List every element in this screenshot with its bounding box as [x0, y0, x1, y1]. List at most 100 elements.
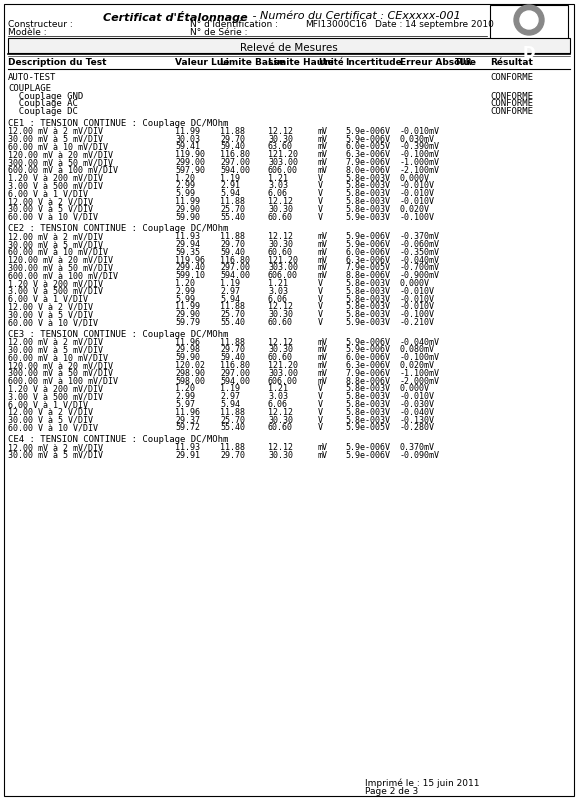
Text: 606.00: 606.00 [268, 166, 298, 175]
Text: 298.90: 298.90 [175, 369, 205, 378]
Text: -0.040mV: -0.040mV [400, 256, 440, 265]
Text: mV: mV [318, 158, 328, 167]
Text: -0.100mV: -0.100mV [400, 150, 440, 159]
Text: 30.30: 30.30 [268, 451, 293, 460]
Text: V: V [318, 205, 323, 214]
Text: 5.8e-003V: 5.8e-003V [345, 302, 390, 311]
Text: -0.370mV: -0.370mV [400, 232, 440, 242]
Text: 116.80: 116.80 [220, 256, 250, 265]
Text: -0.010mV: -0.010mV [400, 126, 440, 136]
Text: 30.30: 30.30 [268, 310, 293, 319]
Text: 5.9e-006V: 5.9e-006V [345, 346, 390, 354]
Text: 29.37: 29.37 [175, 416, 200, 425]
Text: 5.8e-003V: 5.8e-003V [345, 392, 390, 402]
Text: 121.20: 121.20 [268, 150, 298, 159]
Text: mV: mV [318, 271, 328, 280]
Text: Incertitude: Incertitude [345, 58, 402, 67]
Text: 29.98: 29.98 [175, 346, 200, 354]
Text: 6.00 V à 1 V/DIV: 6.00 V à 1 V/DIV [8, 294, 88, 304]
Text: mV: mV [318, 361, 328, 370]
Text: 29.70: 29.70 [220, 240, 245, 249]
Text: CONFORME: CONFORME [490, 92, 533, 101]
Text: 12.00 mV à 2 mV/DIV: 12.00 mV à 2 mV/DIV [8, 232, 103, 242]
Text: 5.8e-003V: 5.8e-003V [345, 408, 390, 417]
Text: -0.040V: -0.040V [400, 408, 435, 417]
Text: 119.90: 119.90 [175, 150, 205, 159]
Text: CE4 : TENSION CONTINUE : Couplage DC/MOhm: CE4 : TENSION CONTINUE : Couplage DC/MOh… [8, 435, 228, 444]
Text: 60.00 V à 10 V/DIV: 60.00 V à 10 V/DIV [8, 423, 98, 433]
Text: mV: mV [318, 369, 328, 378]
Text: Constructeur :: Constructeur : [8, 20, 73, 29]
Text: -0.010V: -0.010V [400, 182, 435, 190]
Text: -0.010V: -0.010V [400, 294, 435, 304]
Text: 606.00: 606.00 [268, 271, 298, 280]
Text: mV: mV [318, 338, 328, 346]
Circle shape [514, 5, 544, 35]
Text: -1.100mV: -1.100mV [400, 369, 440, 378]
Text: mV: mV [318, 232, 328, 242]
Text: -0.010V: -0.010V [400, 302, 435, 311]
Text: 12.00 V à 2 V/DIV: 12.00 V à 2 V/DIV [8, 408, 93, 417]
Text: 60.00 V à 10 V/DIV: 60.00 V à 10 V/DIV [8, 318, 98, 327]
Text: 0.370mV: 0.370mV [400, 443, 435, 452]
Text: 2.99: 2.99 [175, 182, 195, 190]
Text: -0.900mV: -0.900mV [400, 271, 440, 280]
Text: 29.70: 29.70 [220, 134, 245, 144]
Text: mV: mV [318, 240, 328, 249]
Text: V: V [318, 197, 323, 206]
Text: V: V [318, 294, 323, 304]
Text: CONFORME: CONFORME [490, 99, 533, 108]
Bar [490, 5, 568, 53]
Text: 600.00 mV à 100 mV/DIV: 600.00 mV à 100 mV/DIV [8, 166, 118, 175]
Text: 1.20: 1.20 [175, 174, 195, 182]
Text: 598.00: 598.00 [175, 377, 205, 386]
Bar [490, 38, 568, 53]
Text: 12.12: 12.12 [268, 338, 293, 346]
Text: 11.93: 11.93 [175, 232, 200, 242]
Text: 6.0e-006V: 6.0e-006V [345, 354, 390, 362]
Text: Limite Basse: Limite Basse [220, 58, 285, 67]
Text: V: V [318, 423, 323, 433]
Text: 55.40: 55.40 [220, 318, 245, 327]
Text: 60.00 mV à 10 mV/DIV: 60.00 mV à 10 mV/DIV [8, 248, 108, 257]
Text: 60.60: 60.60 [268, 248, 293, 257]
Text: 5.94: 5.94 [220, 190, 240, 198]
Text: 12.12: 12.12 [268, 197, 293, 206]
Text: 120.02: 120.02 [175, 361, 205, 370]
Text: 11.99: 11.99 [175, 197, 200, 206]
Text: CE3 : TENSION CONTINUE : Couplage DC/MOhm: CE3 : TENSION CONTINUE : Couplage DC/MOh… [8, 330, 228, 339]
Text: 120.00 mV à 20 mV/DIV: 120.00 mV à 20 mV/DIV [8, 256, 113, 265]
Text: 3.00 V à 500 mV/DIV: 3.00 V à 500 mV/DIV [8, 182, 103, 190]
Text: Relevé de Mesures: Relevé de Mesures [240, 43, 338, 53]
Text: -0.280V: -0.280V [400, 423, 435, 433]
Text: 1.19: 1.19 [220, 385, 240, 394]
Text: 5.9e-006V: 5.9e-006V [345, 338, 390, 346]
Text: -0.100V: -0.100V [400, 310, 435, 319]
Text: 5.8e-003V: 5.8e-003V [345, 416, 390, 425]
Text: 5.9e-006V: 5.9e-006V [345, 126, 390, 136]
Text: 8.8e-006V: 8.8e-006V [345, 271, 390, 280]
Text: 11.96: 11.96 [175, 338, 200, 346]
Text: 59.35: 59.35 [175, 248, 200, 257]
Text: 5.8e-003V: 5.8e-003V [345, 385, 390, 394]
Text: 5.9e-005V: 5.9e-005V [345, 423, 390, 433]
Text: V: V [318, 318, 323, 327]
Text: Page 2 de 3: Page 2 de 3 [365, 787, 418, 796]
Text: 12.12: 12.12 [268, 232, 293, 242]
Text: 303.00: 303.00 [268, 263, 298, 273]
Text: 25.70: 25.70 [220, 310, 245, 319]
Text: 2.91: 2.91 [220, 182, 240, 190]
Text: 6.3e-006V: 6.3e-006V [345, 361, 390, 370]
Text: CONFORME: CONFORME [490, 107, 533, 116]
Text: mV: mV [318, 346, 328, 354]
Text: 2.99: 2.99 [175, 287, 195, 296]
Text: 7.9e-006V: 7.9e-006V [345, 369, 390, 378]
Text: V: V [318, 190, 323, 198]
Text: mV: mV [318, 142, 328, 151]
Text: 5.8e-003V: 5.8e-003V [345, 294, 390, 304]
Text: 116.80: 116.80 [220, 150, 250, 159]
Text: 299.40: 299.40 [175, 263, 205, 273]
Text: 11.88: 11.88 [220, 232, 245, 242]
Text: 3.03: 3.03 [268, 182, 288, 190]
Text: -0.090mV: -0.090mV [400, 451, 440, 460]
